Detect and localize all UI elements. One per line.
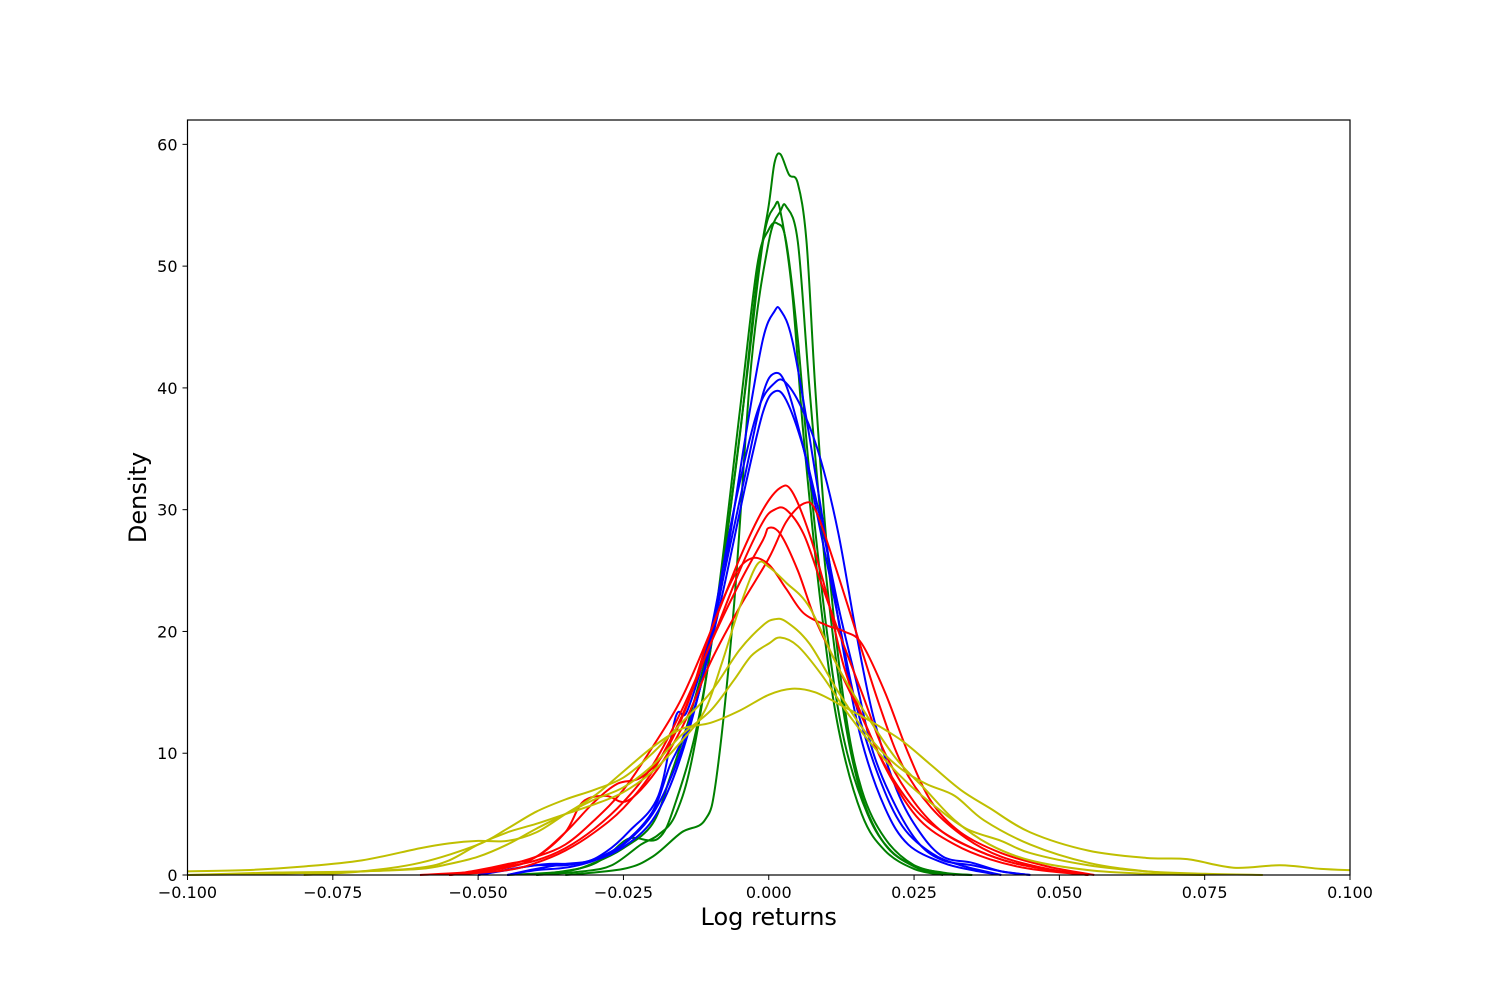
series-line-blue-8: [507, 389, 1031, 876]
series-line-red-13: [448, 556, 1095, 876]
y-tick-label: 20: [157, 622, 177, 641]
series-line-blue-6: [477, 371, 1002, 876]
x-tick-label: −0.100: [158, 883, 217, 902]
series-line-green-2: [536, 200, 944, 876]
y-axis-ticks: 0 10 20 30 40 50 60: [157, 135, 188, 885]
x-axis-label: Log returns: [701, 903, 837, 931]
x-tick-label: −0.075: [303, 883, 362, 902]
series-line-red-11: [448, 526, 1089, 876]
series-line-blue-5: [506, 305, 1002, 876]
y-axis-label: Density: [124, 452, 152, 543]
y-tick-label: 30: [157, 501, 177, 520]
x-tick-label: 0.050: [1036, 883, 1082, 902]
series-line-red-12: [448, 501, 1089, 876]
series-line-yellow-17: [187, 636, 1263, 876]
x-tick-label: −0.025: [594, 883, 653, 902]
series-lines: [187, 152, 1351, 876]
series-line-blue-7: [477, 378, 1031, 876]
y-tick-label: 60: [157, 135, 177, 154]
y-tick-label: 10: [157, 744, 177, 763]
x-tick-label: 0.100: [1327, 883, 1373, 902]
series-line-green-4: [565, 203, 973, 876]
series-line-green-3: [536, 221, 955, 876]
y-tick-label: 50: [157, 257, 177, 276]
y-tick-label: 0: [167, 866, 177, 885]
plot-frame: [186, 119, 1351, 876]
series-line-yellow-15: [187, 687, 1351, 873]
series-line-yellow-14: [303, 617, 1205, 876]
x-tick-label: 0.000: [746, 883, 792, 902]
y-tick-label: 40: [157, 379, 177, 398]
series-line-yellow-16: [187, 560, 1205, 876]
x-tick-label: 0.025: [891, 883, 937, 902]
x-axis-ticks: −0.100 −0.075 −0.050 −0.025 0.000 0.025 0.050 0…: [158, 875, 1373, 902]
series-line-red-10: [419, 484, 1089, 876]
series-line-red-9: [448, 506, 1089, 876]
x-tick-label: −0.050: [449, 883, 508, 902]
x-tick-label: 0.075: [1182, 883, 1228, 902]
